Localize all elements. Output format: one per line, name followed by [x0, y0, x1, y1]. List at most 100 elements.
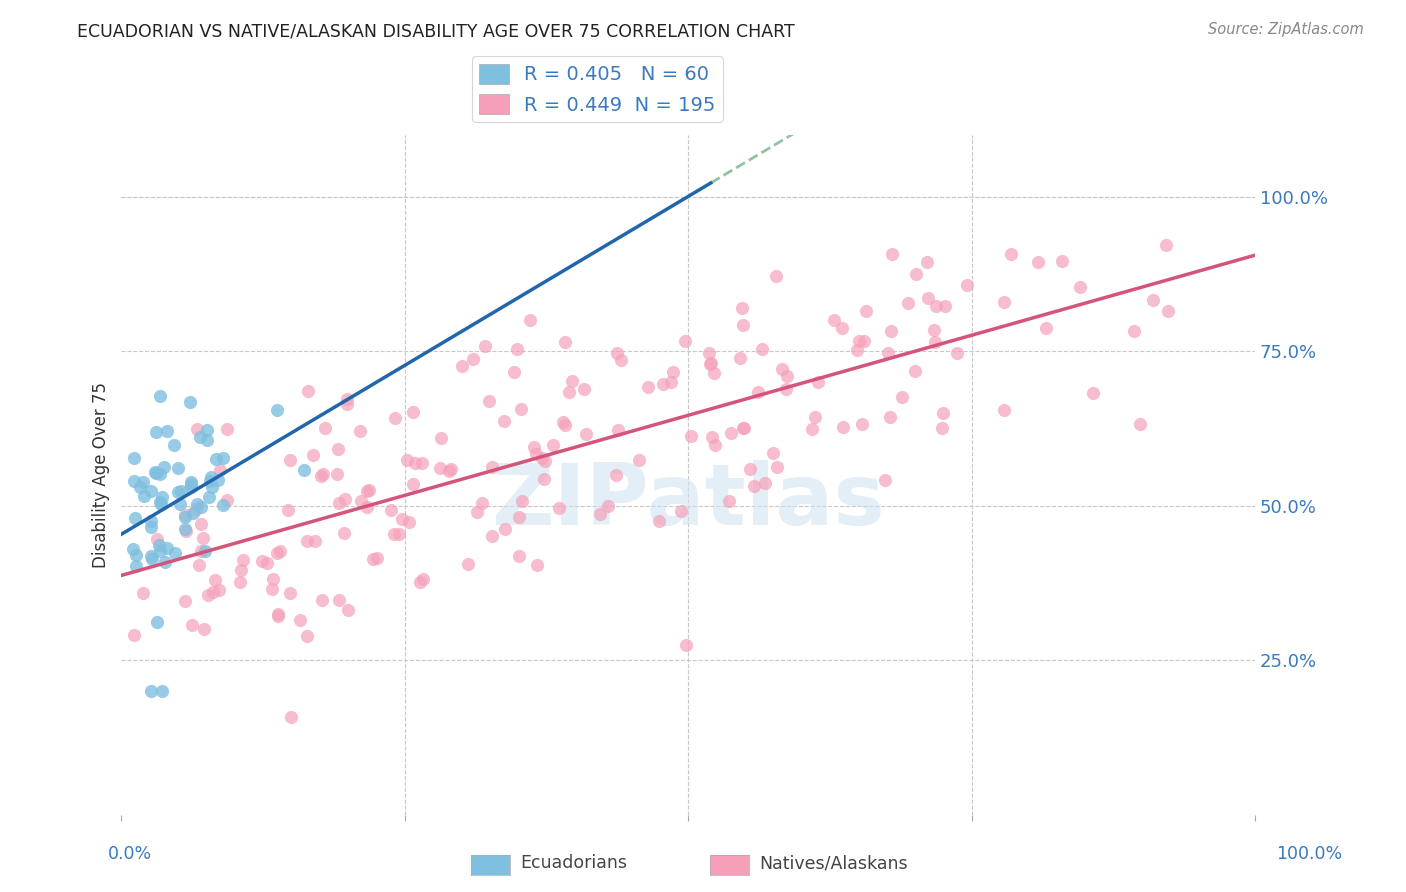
Point — [1154, 238, 1177, 252]
Point — [193, 622, 215, 636]
Point — [848, 334, 870, 349]
Point — [700, 356, 723, 370]
Point — [288, 613, 311, 627]
Point — [336, 397, 359, 411]
Point — [846, 343, 869, 357]
Point — [124, 510, 146, 524]
Point — [1129, 417, 1152, 431]
Point — [478, 394, 501, 409]
Point — [280, 710, 302, 724]
Point — [215, 492, 238, 507]
Point — [492, 414, 515, 428]
Point — [807, 376, 830, 390]
Point — [333, 525, 356, 540]
Point — [186, 497, 208, 511]
Point — [146, 532, 169, 546]
Point — [575, 426, 598, 441]
Point — [208, 582, 231, 597]
Point — [132, 475, 155, 490]
Point — [607, 424, 630, 438]
Point — [328, 442, 350, 456]
Point — [574, 382, 596, 396]
Point — [125, 559, 148, 574]
Point — [1035, 320, 1057, 334]
Point — [267, 607, 290, 622]
Point — [776, 369, 799, 384]
Point — [190, 544, 212, 558]
Point — [139, 549, 162, 563]
Point — [508, 510, 530, 524]
Point — [149, 497, 172, 511]
Point — [742, 478, 765, 492]
Point — [733, 421, 755, 435]
Point — [122, 450, 145, 465]
Point — [659, 375, 682, 389]
Point — [925, 299, 948, 313]
Point — [312, 467, 335, 481]
Point — [250, 554, 273, 568]
Point — [398, 515, 420, 529]
Point — [402, 477, 425, 491]
Point — [141, 552, 163, 566]
Point — [350, 494, 373, 508]
Text: Ecuadorians: Ecuadorians — [520, 855, 627, 872]
Point — [879, 410, 901, 425]
Point — [269, 544, 291, 558]
Point — [388, 526, 411, 541]
Point — [197, 588, 219, 602]
Point — [855, 303, 877, 318]
Point — [548, 501, 571, 516]
Point — [754, 476, 776, 491]
Point — [232, 553, 254, 567]
Point — [163, 438, 186, 452]
Point — [775, 382, 797, 396]
Point — [648, 514, 671, 528]
Point — [149, 467, 172, 482]
Point — [262, 573, 284, 587]
Point — [195, 423, 218, 437]
Point — [141, 483, 163, 498]
Point — [731, 318, 754, 332]
Point — [627, 453, 650, 467]
Point — [770, 361, 793, 376]
Point — [803, 409, 825, 424]
Point — [738, 461, 761, 475]
Point — [751, 342, 773, 356]
Point — [561, 374, 583, 388]
Point — [132, 586, 155, 600]
Point — [471, 496, 494, 510]
Point — [173, 509, 195, 524]
Point — [207, 473, 229, 487]
Point — [411, 456, 433, 470]
Point — [720, 425, 742, 440]
Point — [609, 353, 631, 368]
Point — [429, 461, 451, 475]
Point — [931, 421, 953, 435]
Point — [156, 541, 179, 555]
Point — [463, 351, 485, 366]
Point — [993, 402, 1015, 417]
Point — [148, 538, 170, 552]
Point — [662, 365, 685, 379]
Point — [891, 390, 914, 404]
Point — [193, 543, 215, 558]
Point — [703, 366, 725, 380]
Point — [278, 453, 301, 467]
Point — [349, 424, 371, 438]
Point — [336, 392, 359, 407]
Point — [314, 421, 336, 435]
Point — [326, 467, 349, 481]
Text: 0.0%: 0.0% — [108, 845, 152, 863]
Point — [932, 406, 955, 420]
Point — [877, 346, 900, 360]
Point — [266, 402, 288, 417]
Point — [823, 313, 845, 327]
Point — [150, 684, 173, 698]
Point — [212, 498, 235, 512]
Text: ECUADORIAN VS NATIVE/ALASKAN DISABILITY AGE OVER 75 CORRELATION CHART: ECUADORIAN VS NATIVE/ALASKAN DISABILITY … — [77, 22, 794, 40]
Point — [197, 490, 219, 504]
Point — [508, 549, 530, 563]
Point — [637, 380, 659, 394]
Point — [589, 507, 612, 521]
Point — [328, 592, 350, 607]
